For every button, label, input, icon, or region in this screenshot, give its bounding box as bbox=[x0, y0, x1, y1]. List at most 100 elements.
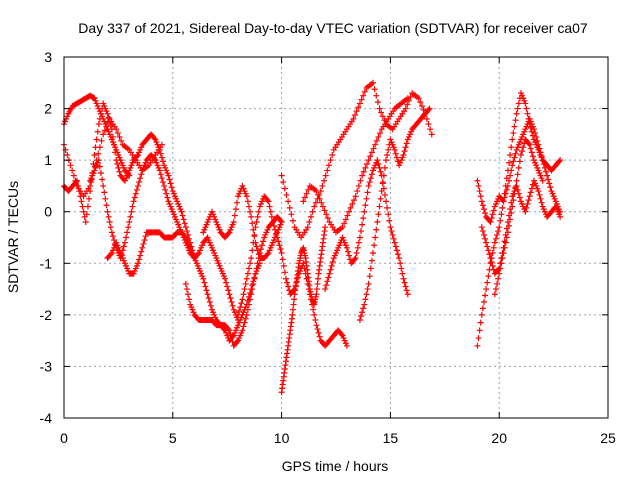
data-point bbox=[325, 162, 332, 169]
data-point bbox=[531, 126, 538, 133]
data-point bbox=[77, 193, 84, 200]
data-point bbox=[98, 137, 105, 144]
y-tick-label: -4 bbox=[40, 410, 53, 426]
data-point bbox=[232, 206, 239, 213]
data-point bbox=[131, 194, 138, 201]
data-point bbox=[179, 212, 186, 219]
data-point bbox=[425, 121, 432, 128]
data-point bbox=[359, 172, 366, 179]
data-point bbox=[225, 230, 232, 237]
data-point bbox=[203, 287, 210, 294]
data-point bbox=[496, 270, 503, 277]
data-point bbox=[96, 115, 103, 122]
data-point bbox=[70, 172, 77, 179]
data-point bbox=[253, 265, 260, 272]
data-point bbox=[99, 176, 106, 183]
data-point bbox=[501, 244, 508, 251]
data-point bbox=[515, 100, 522, 107]
data-point bbox=[249, 286, 256, 293]
data-point bbox=[354, 188, 361, 195]
data-point bbox=[393, 247, 400, 254]
data-point bbox=[367, 265, 374, 272]
data-point bbox=[361, 88, 368, 95]
data-point bbox=[519, 148, 526, 155]
data-point bbox=[400, 275, 407, 282]
data-point bbox=[248, 213, 255, 220]
data-point bbox=[538, 153, 545, 160]
data-point bbox=[517, 151, 524, 158]
data-point bbox=[423, 115, 430, 122]
data-point bbox=[226, 327, 233, 334]
data-point bbox=[360, 168, 367, 175]
data-point bbox=[540, 161, 547, 168]
data-point bbox=[536, 191, 543, 198]
data-point bbox=[318, 199, 325, 206]
data-point bbox=[108, 126, 115, 133]
series-track-8 bbox=[235, 193, 350, 349]
data-point bbox=[97, 170, 104, 177]
data-point bbox=[489, 262, 496, 269]
data-point bbox=[277, 246, 284, 253]
data-point bbox=[329, 258, 336, 265]
data-point bbox=[151, 155, 158, 162]
data-point bbox=[108, 229, 115, 236]
data-point bbox=[311, 311, 318, 318]
data-point bbox=[102, 195, 109, 202]
data-point bbox=[140, 240, 147, 247]
data-point bbox=[227, 331, 234, 338]
data-point bbox=[393, 154, 400, 161]
data-point bbox=[497, 217, 504, 224]
data-point bbox=[124, 229, 131, 236]
data-point bbox=[505, 159, 512, 166]
data-point bbox=[347, 204, 354, 211]
data-point bbox=[512, 150, 519, 157]
data-point bbox=[479, 305, 486, 312]
data-point bbox=[278, 219, 285, 226]
data-point bbox=[202, 283, 209, 290]
data-point bbox=[241, 319, 248, 326]
data-point bbox=[228, 335, 235, 342]
data-point bbox=[344, 248, 351, 255]
data-point bbox=[156, 146, 163, 153]
data-point bbox=[67, 162, 74, 169]
data-point bbox=[541, 164, 548, 171]
data-point bbox=[183, 286, 190, 293]
data-point bbox=[225, 287, 232, 294]
data-point bbox=[168, 184, 175, 191]
data-point bbox=[475, 182, 482, 189]
data-point bbox=[305, 186, 312, 193]
data-point bbox=[290, 217, 297, 224]
data-point bbox=[226, 291, 233, 298]
y-axis-label: SDTVAR / TECUs bbox=[5, 181, 21, 293]
data-point bbox=[235, 317, 242, 324]
data-point bbox=[407, 93, 414, 100]
data-point bbox=[351, 256, 358, 263]
data-point bbox=[495, 228, 502, 235]
data-point bbox=[509, 136, 516, 143]
data-point bbox=[134, 182, 141, 189]
data-point bbox=[178, 208, 185, 215]
data-point bbox=[532, 130, 539, 137]
data-point bbox=[507, 172, 514, 179]
data-point bbox=[352, 193, 359, 200]
data-point bbox=[307, 213, 314, 220]
data-point bbox=[284, 279, 291, 286]
data-point bbox=[557, 157, 564, 164]
data-point bbox=[118, 137, 125, 144]
data-point bbox=[163, 190, 170, 197]
data-point bbox=[376, 105, 383, 112]
data-point bbox=[502, 239, 509, 246]
data-point bbox=[368, 257, 375, 264]
data-point bbox=[264, 251, 271, 258]
data-point bbox=[290, 301, 297, 308]
data-point bbox=[385, 146, 392, 153]
data-point bbox=[364, 189, 371, 196]
data-point bbox=[378, 109, 385, 116]
data-point bbox=[250, 280, 257, 287]
data-point bbox=[373, 92, 380, 99]
data-point bbox=[368, 171, 375, 178]
data-point bbox=[243, 193, 250, 200]
data-point bbox=[242, 280, 249, 287]
data-point bbox=[372, 234, 379, 241]
data-point bbox=[107, 251, 114, 258]
